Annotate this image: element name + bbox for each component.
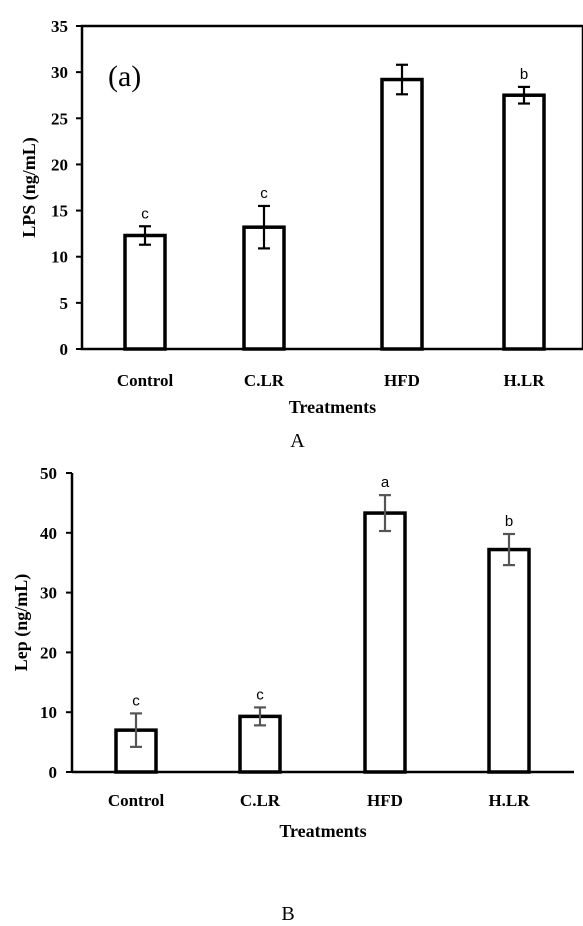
y-tick-label: 30 xyxy=(51,63,68,82)
x-category-label: HFD xyxy=(384,371,420,390)
x-category-label: HFD xyxy=(367,791,403,810)
panel-label: B xyxy=(281,903,294,925)
y-tick-label: 20 xyxy=(51,155,68,174)
significance-letter: b xyxy=(520,66,528,83)
y-tick-label: 20 xyxy=(40,643,57,662)
y-tick-label: 50 xyxy=(40,464,57,483)
y-tick-label: 15 xyxy=(51,202,68,221)
bar xyxy=(123,233,167,351)
x-category-label: C.LR xyxy=(240,791,281,810)
x-category-label: Control xyxy=(117,371,174,390)
y-tick-label: 10 xyxy=(40,703,57,722)
bar xyxy=(380,77,424,351)
significance-letter: c xyxy=(260,185,268,202)
x-category-label: H.LR xyxy=(488,791,530,810)
panel-label: A xyxy=(290,430,305,452)
y-tick-label: 25 xyxy=(51,109,68,128)
significance-letter: c xyxy=(141,205,149,222)
significance-letter: c xyxy=(132,692,140,709)
x-category-label: C.LR xyxy=(244,371,285,390)
y-tick-label: 5 xyxy=(60,294,69,313)
x-axis-title: Treatments xyxy=(279,821,366,841)
y-tick-label: 0 xyxy=(49,763,58,782)
x-category-label: Control xyxy=(108,791,165,810)
y-tick-label: 30 xyxy=(40,584,57,603)
y-tick-label: 35 xyxy=(51,17,68,36)
bar xyxy=(487,547,531,774)
y-tick-label: 40 xyxy=(40,524,57,543)
y-axis-title: Lep (ng/mL) xyxy=(11,574,32,672)
bar xyxy=(502,93,546,351)
significance-letter: b xyxy=(505,513,513,530)
significance-letter: c xyxy=(256,686,264,703)
y-axis-title: LPS (ng/mL) xyxy=(19,137,40,238)
x-category-label: H.LR xyxy=(503,371,545,390)
y-tick-label: 0 xyxy=(60,340,69,359)
inset-label: (a) xyxy=(108,60,141,93)
bar xyxy=(363,511,407,774)
x-axis-title: Treatments xyxy=(289,397,376,417)
plot-frame xyxy=(80,24,583,351)
significance-letter: a xyxy=(381,474,390,491)
y-tick-label: 10 xyxy=(51,248,68,267)
